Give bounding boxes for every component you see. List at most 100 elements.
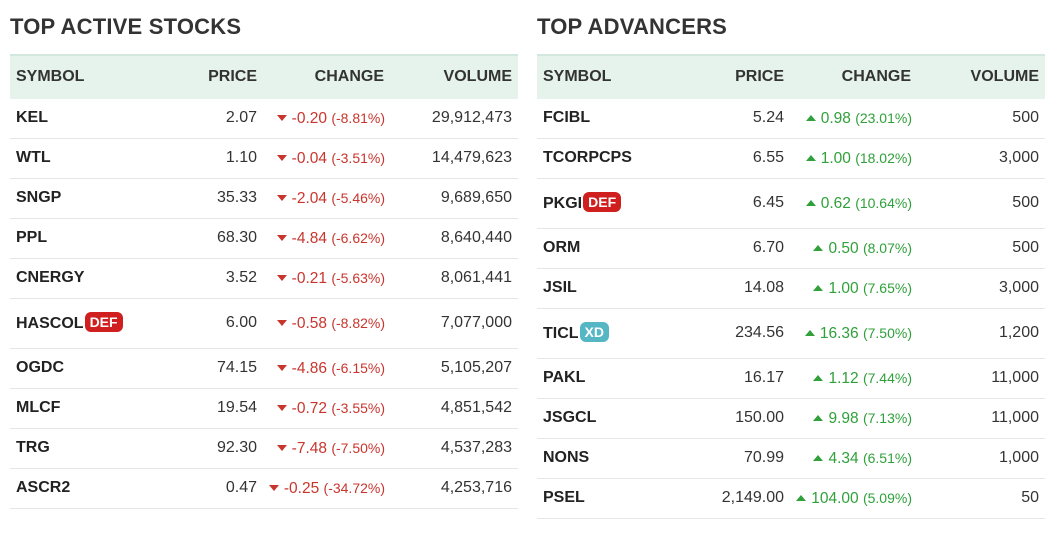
- symbol-link[interactable]: KEL: [16, 109, 48, 126]
- change-value: -0.58: [291, 315, 327, 332]
- symbol-link[interactable]: MLCF: [16, 399, 61, 416]
- symbol-link[interactable]: JSGCL: [543, 409, 597, 426]
- table-header: SYMBOL PRICE CHANGE VOLUME: [537, 54, 1045, 99]
- symbol-cell[interactable]: TRG: [16, 439, 50, 457]
- symbol-cell[interactable]: WTL: [16, 149, 51, 167]
- change-percent: (-34.72%): [323, 480, 385, 496]
- change-cell: -2.04 (-5.46%): [276, 190, 385, 208]
- advancers-table-body: FCIBL 5.24 0.98 (23.01%) 500 TCORPCPS 6.55 1.0…: [537, 99, 1045, 519]
- symbol-link[interactable]: ORM: [543, 239, 581, 256]
- volume-cell: 1,200: [998, 324, 1039, 341]
- symbol-link[interactable]: TCORPCPS: [543, 149, 632, 166]
- symbol-link[interactable]: OGDC: [16, 359, 64, 376]
- symbol-cell[interactable]: ORM: [543, 239, 580, 257]
- volume-cell: 1,000: [998, 449, 1039, 466]
- change-percent: (-6.15%): [331, 360, 385, 376]
- symbol-link[interactable]: ASCR2: [16, 479, 71, 496]
- table-row[interactable]: WTL 1.10 -0.04 (-3.51%) 14,479,623: [10, 139, 518, 179]
- symbol-link[interactable]: NONS: [543, 449, 590, 466]
- symbol-cell[interactable]: PKGI DEF: [543, 192, 622, 213]
- symbol-cell[interactable]: NONS: [543, 449, 589, 467]
- change-value: 1.12: [828, 370, 859, 387]
- table-row[interactable]: PKGI DEF 6.45 0.62 (10.64%) 500: [537, 179, 1045, 229]
- change-cell: 0.50 (8.07%): [813, 240, 912, 258]
- change-percent: (8.07%): [862, 240, 912, 256]
- symbol-link[interactable]: PKGI: [543, 195, 583, 212]
- symbol-cell[interactable]: JSGCL: [543, 409, 596, 427]
- symbol-cell[interactable]: OGDC: [16, 359, 64, 377]
- change-value: -0.21: [291, 270, 327, 287]
- change-cell: -0.21 (-5.63%): [276, 270, 385, 288]
- change-cell: 1.00 (7.65%): [813, 280, 912, 298]
- symbol-cell[interactable]: FCIBL: [543, 109, 590, 127]
- change-cell: 4.34 (6.51%): [813, 450, 912, 468]
- change-percent: (7.65%): [862, 280, 912, 296]
- triangle-down-icon: [276, 405, 287, 411]
- table-row[interactable]: NONS 70.99 4.34 (6.51%) 1,000: [537, 439, 1045, 479]
- symbol-link[interactable]: SNGP: [16, 189, 62, 206]
- volume-cell: 8,640,440: [440, 229, 512, 246]
- symbol-link[interactable]: WTL: [16, 149, 51, 166]
- symbol-cell[interactable]: MLCF: [16, 399, 60, 417]
- volume-cell: 7,077,000: [440, 314, 512, 331]
- change-percent: (7.50%): [862, 325, 912, 341]
- table-row[interactable]: TCORPCPS 6.55 1.00 (18.02%) 3,000: [537, 139, 1045, 179]
- symbol-cell[interactable]: SNGP: [16, 189, 61, 207]
- triangle-up-icon: [805, 155, 816, 161]
- triangle-up-icon: [813, 415, 824, 421]
- symbol-cell[interactable]: PSEL: [543, 489, 585, 507]
- price-cell: 0.47: [225, 479, 257, 496]
- symbol-link[interactable]: HASCOL: [16, 315, 84, 332]
- symbol-cell[interactable]: PAKL: [543, 369, 585, 387]
- table-row[interactable]: ASCR2 0.47 -0.25 (-34.72%) 4,253,716: [10, 469, 518, 509]
- symbol-link[interactable]: CNERGY: [16, 269, 85, 286]
- symbol-cell[interactable]: CNERGY: [16, 269, 84, 287]
- triangle-down-icon: [276, 275, 287, 281]
- symbol-cell[interactable]: PPL: [16, 229, 47, 247]
- price-cell: 234.56: [735, 324, 784, 341]
- symbol-cell[interactable]: KEL: [16, 109, 48, 127]
- table-row[interactable]: TICL XD 234.56 16.36 (7.50%) 1,200: [537, 309, 1045, 359]
- table-row[interactable]: PSEL 2,149.00 104.00 (5.09%) 50: [537, 479, 1045, 519]
- price-cell: 6.45: [752, 194, 784, 211]
- change-value: -7.48: [291, 440, 327, 457]
- symbol-link[interactable]: TICL: [543, 325, 579, 342]
- symbol-link[interactable]: PPL: [16, 229, 48, 246]
- symbol-link[interactable]: TRG: [16, 439, 50, 456]
- symbol-cell[interactable]: TCORPCPS: [543, 149, 632, 167]
- table-row[interactable]: JSGCL 150.00 9.98 (7.13%) 11,000: [537, 399, 1045, 439]
- table-row[interactable]: PPL 68.30 -4.84 (-6.62%) 8,640,440: [10, 219, 518, 259]
- volume-cell: 500: [1012, 239, 1039, 256]
- table-row[interactable]: TRG 92.30 -7.48 (-7.50%) 4,537,283: [10, 429, 518, 469]
- table-row[interactable]: OGDC 74.15 -4.86 (-6.15%) 5,105,207: [10, 349, 518, 389]
- price-cell: 5.24: [752, 109, 784, 126]
- symbol-link[interactable]: JSIL: [543, 279, 577, 296]
- symbol-cell[interactable]: HASCOL DEF: [16, 312, 123, 333]
- symbol-link[interactable]: PSEL: [543, 489, 585, 506]
- table-row[interactable]: FCIBL 5.24 0.98 (23.01%) 500: [537, 99, 1045, 139]
- price-cell: 2,149.00: [721, 489, 784, 506]
- change-cell: 104.00 (5.09%): [796, 490, 912, 508]
- symbol-cell[interactable]: JSIL: [543, 279, 577, 297]
- table-row[interactable]: CNERGY 3.52 -0.21 (-5.63%) 8,061,441: [10, 259, 518, 299]
- table-row[interactable]: ORM 6.70 0.50 (8.07%) 500: [537, 229, 1045, 269]
- price-cell: 150.00: [735, 409, 784, 426]
- header-price: PRICE: [735, 68, 784, 85]
- symbol-cell[interactable]: ASCR2: [16, 479, 70, 497]
- table-row[interactable]: MLCF 19.54 -0.72 (-3.55%) 4,851,542: [10, 389, 518, 429]
- header-symbol: SYMBOL: [543, 68, 612, 85]
- table-row[interactable]: HASCOL DEF 6.00 -0.58 (-8.82%) 7,077,000: [10, 299, 518, 349]
- table-row[interactable]: JSIL 14.08 1.00 (7.65%) 3,000: [537, 269, 1045, 309]
- table-row[interactable]: SNGP 35.33 -2.04 (-5.46%) 9,689,650: [10, 179, 518, 219]
- change-percent: (-5.63%): [331, 270, 385, 286]
- symbol-link[interactable]: PAKL: [543, 369, 586, 386]
- header-change: CHANGE: [841, 68, 911, 85]
- symbol-link[interactable]: FCIBL: [543, 109, 591, 126]
- price-cell: 6.70: [752, 239, 784, 256]
- table-row[interactable]: PAKL 16.17 1.12 (7.44%) 11,000: [537, 359, 1045, 399]
- symbol-cell[interactable]: TICL XD: [543, 322, 609, 343]
- triangle-down-icon: [276, 195, 287, 201]
- change-cell: -7.48 (-7.50%): [276, 440, 385, 458]
- table-row[interactable]: KEL 2.07 -0.20 (-8.81%) 29,912,473: [10, 99, 518, 139]
- price-cell: 14.08: [743, 279, 784, 296]
